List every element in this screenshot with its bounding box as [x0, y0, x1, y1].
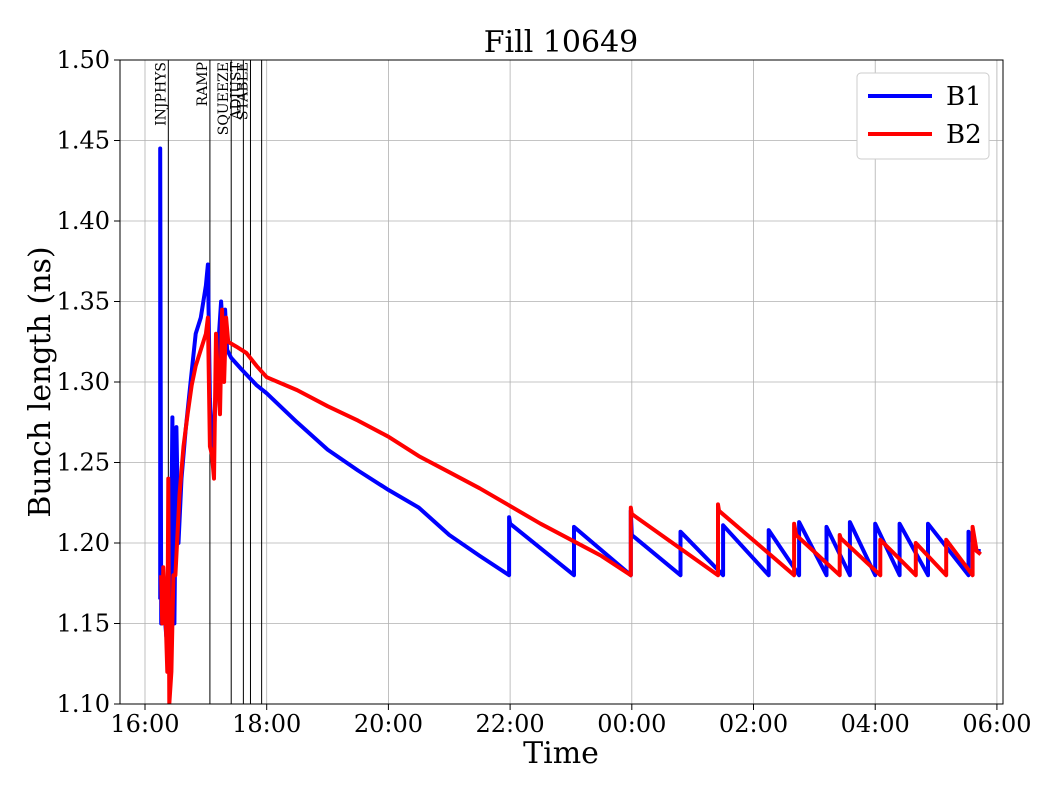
chart-title: Fill 10649 — [484, 25, 639, 60]
x-tick-label: 22:00 — [476, 710, 545, 738]
y-tick-label: 1.40 — [57, 207, 110, 235]
x-tick-label: 18:00 — [232, 710, 301, 738]
legend-label-b2: B2 — [946, 120, 982, 150]
y-tick-label: 1.15 — [57, 610, 110, 638]
series-lines — [158, 146, 982, 704]
x-tick-label: 16:00 — [110, 710, 179, 738]
y-tick-label: 1.25 — [57, 449, 110, 477]
x-tick-label: 20:00 — [354, 710, 423, 738]
x-axis-label: Time — [523, 736, 599, 771]
phase-label-injphys: INJPHYS — [153, 62, 169, 126]
x-tick-label: 04:00 — [841, 710, 910, 738]
y-tick-label: 1.50 — [57, 46, 110, 74]
phase-label-adjust: ADJUST — [228, 61, 244, 120]
y-tick-label: 1.30 — [57, 368, 110, 396]
phase-label-ramp: RAMP — [195, 62, 211, 106]
y-tick-label: 1.20 — [57, 529, 110, 557]
phase-label-stable: STABLE — [235, 62, 251, 120]
y-axis-label: Bunch length (ns) — [23, 246, 58, 517]
y-axis-ticks: 1.10 1.15 1.20 1.25 1.30 1.35 1.40 1.45 1.50 — [57, 46, 120, 718]
legend-label-b1: B1 — [946, 82, 982, 112]
x-axis-ticks: 16:00 18:00 20:00 22:00 00:00 02:00 04:00 06:00 — [110, 704, 1032, 738]
phase-label-squeeze: SQUEEZE — [216, 62, 232, 135]
y-tick-label: 1.35 — [57, 288, 110, 316]
series-line-b2 — [159, 307, 982, 704]
x-tick-label: 06:00 — [962, 710, 1031, 738]
series-line-b1 — [158, 146, 981, 639]
x-tick-label: 00:00 — [597, 710, 666, 738]
y-tick-label: 1.10 — [57, 690, 110, 718]
x-tick-label: 02:00 — [719, 710, 788, 738]
y-tick-label: 1.45 — [57, 127, 110, 155]
